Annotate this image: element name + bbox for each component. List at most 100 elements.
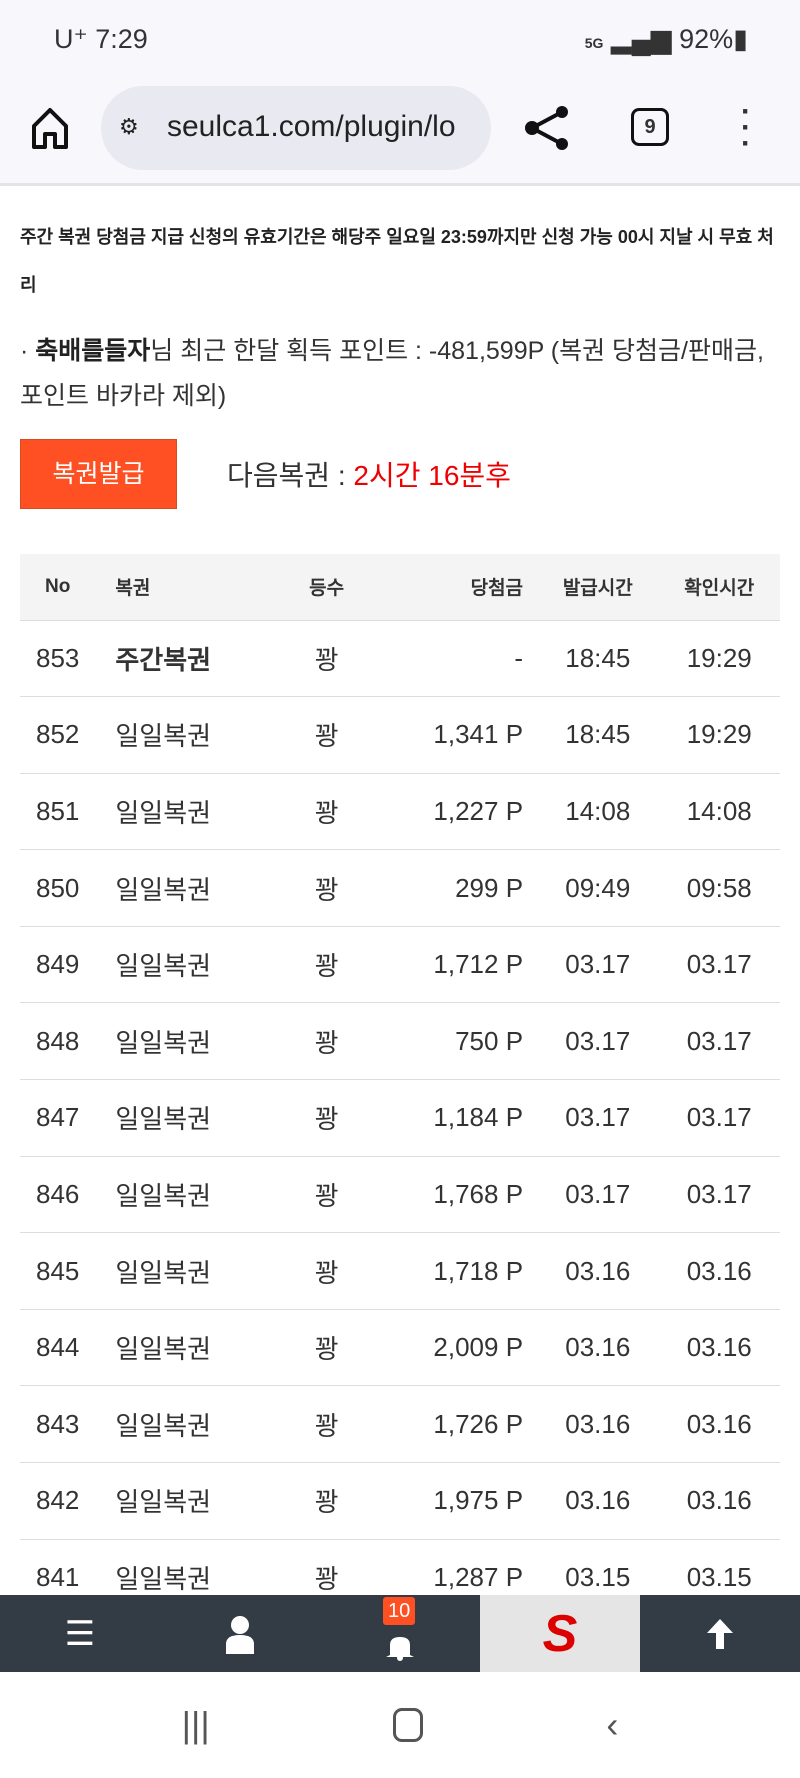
table-row: 853 주간복권 꽝 -18:45 19:29	[20, 620, 780, 698]
cell-lottery: 일일복권	[95, 1462, 297, 1540]
col-checked: 확인시간	[658, 554, 780, 621]
table-row: 842 일일복권 꽝 1,975 P 03.16 03.16	[20, 1462, 780, 1540]
url-bar[interactable]: ⚙ seulca1.com/plugin/lo	[101, 86, 491, 170]
more-menu-icon[interactable]: · · ·	[741, 95, 751, 160]
cell-checked: 03.15	[658, 1539, 780, 1595]
logo-icon: S	[542, 1604, 578, 1663]
cell-lottery: 일일복권	[95, 1385, 297, 1464]
cell-checked: 03.16	[658, 1309, 780, 1387]
table-row: 852 일일복권 꽝 1,341 P 18:45 19:29	[20, 696, 780, 774]
home-button-icon[interactable]	[393, 1708, 424, 1742]
cell-issued: 03.17	[537, 926, 659, 1004]
cell-issued: 03.15	[537, 1539, 659, 1595]
tab-switcher-button[interactable]: 9	[631, 108, 669, 146]
cell-prize: 1,726 P	[357, 1385, 538, 1464]
cell-lottery: 일일복권	[95, 1539, 297, 1595]
cell-issued: 18:45	[537, 696, 659, 774]
status-bar: U⁺ 7:29 5G ▂▄▆ 92%▮	[0, 0, 800, 82]
cell-no: 848	[20, 1002, 96, 1081]
cell-lottery: 일일복권	[95, 1156, 297, 1234]
cell-rank: 꽝	[296, 696, 358, 774]
back-icon[interactable]: ‹	[606, 1704, 619, 1745]
cell-issued: 14:08	[537, 773, 659, 851]
bell-icon	[386, 1636, 414, 1661]
cell-prize: -	[357, 620, 538, 698]
site-logo-button[interactable]: S	[480, 1595, 640, 1672]
cell-lottery: 일일복권	[95, 1309, 297, 1387]
notification-badge: 10	[383, 1597, 416, 1625]
col-rank: 등수	[296, 554, 358, 621]
cell-checked: 03.16	[658, 1385, 780, 1464]
cell-rank: 꽝	[296, 773, 358, 851]
table-row: 850 일일복권 꽝 299 P 09:49 09:58	[20, 849, 780, 927]
cell-lottery: 일일복권	[95, 849, 297, 927]
cell-prize: 1,287 P	[357, 1539, 538, 1595]
cell-checked: 03.16	[658, 1462, 780, 1540]
cell-issued: 03.17	[537, 1079, 659, 1157]
col-issued: 발급시간	[537, 554, 659, 621]
cell-lottery: 일일복권	[95, 1002, 297, 1081]
cell-checked: 03.17	[658, 1156, 780, 1234]
scroll-top-button[interactable]	[640, 1595, 800, 1672]
cell-issued: 03.17	[537, 1002, 659, 1081]
menu-button[interactable]: ☰	[0, 1595, 160, 1672]
cell-no: 844	[20, 1309, 96, 1387]
cell-rank: 꽝	[296, 849, 358, 927]
table-row: 847 일일복권 꽝 1,184 P 03.17 03.17	[20, 1079, 780, 1157]
cell-lottery: 주간복권	[95, 620, 297, 698]
cell-lottery: 일일복권	[95, 773, 297, 851]
cell-no: 849	[20, 926, 96, 1004]
cell-no: 850	[20, 849, 96, 927]
cell-checked: 09:58	[658, 849, 780, 927]
cell-rank: 꽝	[296, 926, 358, 1004]
cell-no: 847	[20, 1079, 96, 1157]
next-lottery-time: 2시간 16분후	[353, 460, 511, 491]
col-lottery: 복권	[95, 554, 297, 621]
arrow-up-icon	[707, 1618, 733, 1649]
page-content: 주간 복권 당첨금 지급 신청의 유효기간은 해당주 일요일 23:59까지만 …	[0, 186, 800, 1595]
cell-rank: 꽝	[296, 1539, 358, 1595]
cell-lottery: 일일복권	[95, 1232, 297, 1310]
cell-rank: 꽝	[296, 1079, 358, 1157]
cell-checked: 19:29	[658, 696, 780, 774]
cell-rank: 꽝	[296, 1462, 358, 1540]
cell-rank: 꽝	[296, 1385, 358, 1464]
lottery-table: No 복권 등수 당첨금 발급시간 확인시간 853 주간복권 꽝 -18:45 19:…	[20, 554, 780, 1595]
home-icon[interactable]	[30, 106, 70, 150]
next-lottery: 다음복권 : 2시간 16분후	[227, 460, 511, 491]
points-summary: · 축배를들자님 최근 한달 획득 포인트 : -481,599P (복권 당첨…	[20, 337, 764, 410]
notifications-button[interactable]: 10	[320, 1595, 480, 1672]
cell-lottery: 일일복권	[95, 696, 297, 774]
cell-checked: 03.17	[658, 1002, 780, 1081]
col-no: No	[20, 554, 96, 621]
profile-button[interactable]	[160, 1595, 320, 1672]
cell-issued: 18:45	[537, 620, 659, 698]
site-settings-icon[interactable]: ⚙	[119, 114, 139, 139]
cell-issued: 03.16	[537, 1385, 659, 1464]
share-icon[interactable]	[524, 104, 570, 152]
url-text: seulca1.com/plugin/lo	[167, 110, 456, 143]
cell-rank: 꽝	[296, 620, 358, 698]
table-row: 841 일일복권 꽝 1,287 P 03.15 03.15	[20, 1539, 780, 1595]
notice-text: 주간 복권 당첨금 지급 신청의 유효기간은 해당주 일요일 23:59까지만 …	[20, 227, 774, 295]
table-row: 851 일일복권 꽝 1,227 P 14:08 14:08	[20, 773, 780, 851]
cell-rank: 꽝	[296, 1002, 358, 1081]
cell-no: 841	[20, 1539, 96, 1595]
table-row: 849 일일복권 꽝 1,712 P 03.17 03.17	[20, 926, 780, 1004]
cell-issued: 03.16	[537, 1309, 659, 1387]
network-icon: 5G	[584, 35, 604, 51]
browser-toolbar: ⚙ seulca1.com/plugin/lo 9 · · ·	[0, 82, 800, 186]
cell-lottery: 일일복권	[95, 1079, 297, 1157]
cell-checked: 19:29	[658, 620, 780, 698]
carrier: U⁺	[54, 24, 88, 54]
cell-issued: 03.16	[537, 1462, 659, 1540]
cell-checked: 14:08	[658, 773, 780, 851]
cell-issued: 09:49	[537, 849, 659, 927]
issue-lottery-button[interactable]: 복권발급	[20, 439, 177, 509]
recent-apps-icon[interactable]: |||	[181, 1704, 210, 1745]
battery-level: 92%	[679, 24, 734, 54]
bottom-nav: ☰ 10 S	[0, 1595, 800, 1672]
cell-no: 846	[20, 1156, 96, 1234]
cell-prize: 1,227 P	[357, 773, 538, 851]
cell-prize: 1,341 P	[357, 696, 538, 774]
